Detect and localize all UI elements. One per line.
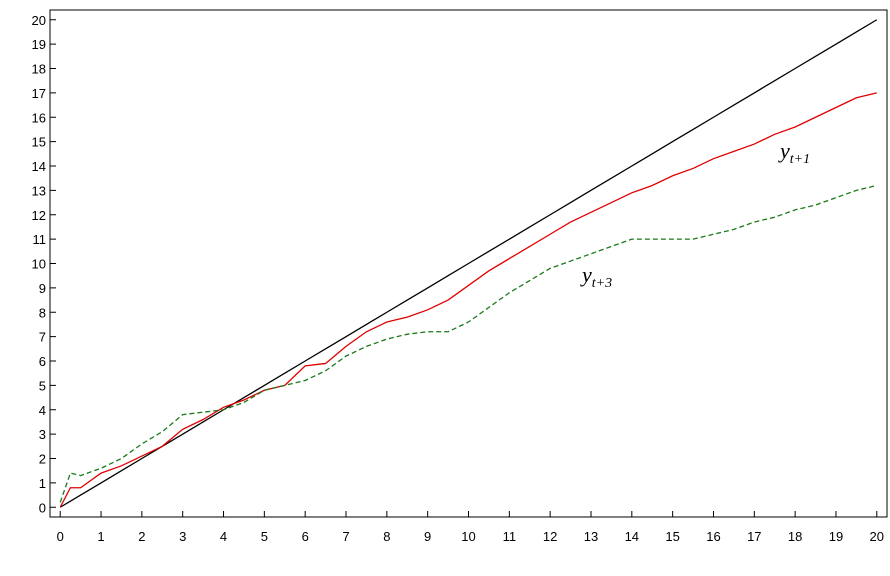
x-tick-label: 20 (870, 529, 884, 544)
x-tick-label: 16 (706, 529, 720, 544)
annotation-text: y (580, 262, 592, 287)
x-tick-label: 13 (584, 529, 598, 544)
y-tick-label: 13 (32, 183, 46, 198)
x-tick-label: 12 (543, 529, 557, 544)
x-tick-label: 4 (220, 529, 227, 544)
x-tick-label: 3 (179, 529, 186, 544)
y-tick-label: 7 (39, 330, 46, 345)
y-tick-label: 1 (39, 476, 46, 491)
x-tick-label: 14 (625, 529, 639, 544)
y-tick-label: 16 (32, 110, 46, 125)
series-line (59, 184, 877, 503)
annotation-text: y (778, 138, 790, 163)
y-tick-label: 15 (32, 135, 46, 150)
x-tick-label: 2 (138, 529, 145, 544)
x-tick-label: 19 (829, 529, 843, 544)
x-tick-label: 18 (788, 529, 802, 544)
y-tick-label: 0 (39, 500, 46, 515)
y-tick-label: 3 (39, 427, 46, 442)
y-tick-label: 5 (39, 378, 46, 393)
x-tick-label: 5 (261, 529, 268, 544)
x-tick-label: 0 (57, 529, 64, 544)
y-tick-label: 9 (39, 281, 46, 296)
x-tick-label: 10 (461, 529, 475, 544)
x-tick-label: 17 (747, 529, 761, 544)
x-tick-label: 15 (665, 529, 679, 544)
x-tick-label: 8 (383, 529, 390, 544)
annotation: yt+3 (580, 262, 612, 291)
y-tick-label: 4 (39, 403, 46, 418)
y-tick-label: 6 (39, 354, 46, 369)
annotation: yt+1 (778, 138, 810, 167)
y-tick-label: 19 (32, 37, 46, 52)
y-tick-label: 18 (32, 62, 46, 77)
y-tick-label: 17 (32, 86, 46, 101)
series-line (59, 92, 877, 508)
y-tick-label: 2 (39, 452, 46, 467)
y-tick-label: 20 (32, 13, 46, 28)
x-tick-label: 6 (302, 529, 309, 544)
x-tick-label: 11 (503, 529, 517, 544)
annotation-subscript: t+3 (592, 276, 612, 291)
x-tick-label: 9 (424, 529, 431, 544)
annotation-subscript: t+1 (790, 152, 810, 167)
x-tick-label: 7 (342, 529, 349, 544)
y-tick-label: 11 (33, 232, 47, 247)
y-tick-label: 10 (32, 257, 46, 272)
y-tick-label: 14 (32, 159, 46, 174)
y-tick-label: 8 (39, 305, 46, 320)
x-tick-label: 1 (97, 529, 104, 544)
series-line (59, 19, 878, 508)
y-tick-label: 12 (32, 208, 46, 223)
